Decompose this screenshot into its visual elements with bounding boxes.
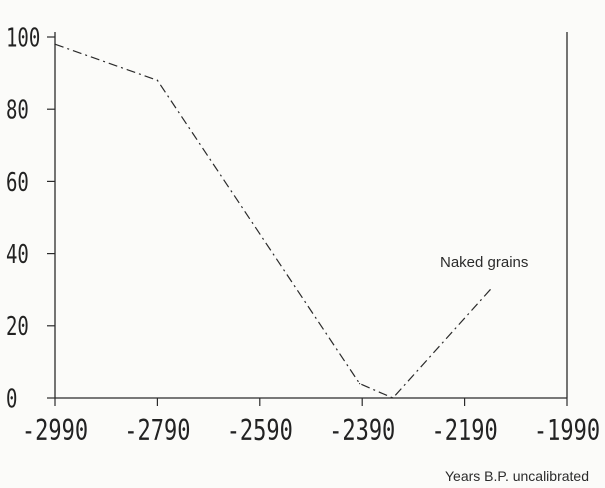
- axes: [54, 32, 568, 399]
- y-tick-label: 40: [6, 240, 29, 270]
- x-axis-ticks: -2990 -2790 -2590 -2390 -2190 -1990: [22, 398, 600, 448]
- x-tick-label: -2990: [22, 414, 88, 448]
- series-point: [156, 79, 158, 81]
- x-axis-label: Years B.P. uncalibrated: [445, 468, 589, 484]
- y-tick-label: 80: [6, 96, 29, 126]
- series-point: [489, 289, 491, 291]
- y-tick-label: 0: [6, 385, 17, 415]
- y-tick-label: 60: [6, 168, 29, 198]
- series-point: [392, 397, 394, 399]
- series-point: [54, 43, 56, 45]
- y-axis-ticks: 0 20 40 60 80 100: [6, 24, 55, 415]
- x-tick-label: -1990: [534, 414, 600, 448]
- y-tick-label: 100: [6, 24, 40, 54]
- x-tick-label: -2590: [227, 414, 293, 448]
- series-line: [54, 43, 491, 399]
- series-lines: [54, 43, 491, 399]
- x-tick-label: -2390: [329, 414, 395, 448]
- series-point: [359, 383, 361, 385]
- x-tick-label: -2190: [432, 414, 498, 448]
- x-tick-label: -2790: [124, 414, 190, 448]
- y-tick-label: 20: [6, 313, 29, 343]
- series-label-naked-grains: Naked grains: [440, 254, 528, 271]
